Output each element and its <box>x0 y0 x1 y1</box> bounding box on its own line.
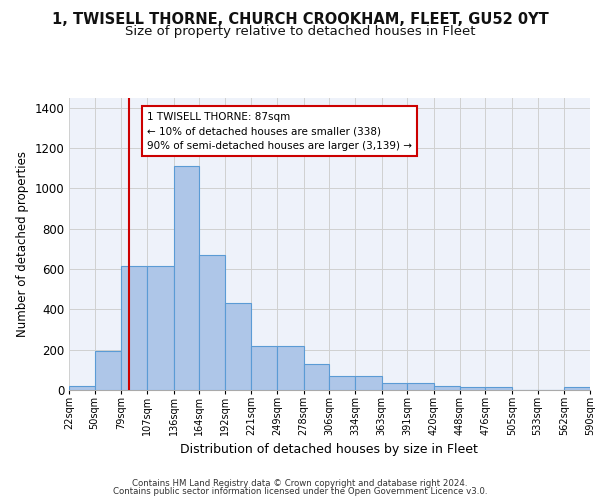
Text: Contains HM Land Registry data © Crown copyright and database right 2024.: Contains HM Land Registry data © Crown c… <box>132 478 468 488</box>
Bar <box>69 386 95 390</box>
Bar <box>95 350 121 390</box>
Bar <box>460 388 485 390</box>
Bar <box>173 166 199 390</box>
Bar <box>407 384 434 390</box>
X-axis label: Distribution of detached houses by size in Fleet: Distribution of detached houses by size … <box>181 444 478 456</box>
Text: 1, TWISELL THORNE, CHURCH CROOKHAM, FLEET, GU52 0YT: 1, TWISELL THORNE, CHURCH CROOKHAM, FLEE… <box>52 12 548 28</box>
Bar <box>225 304 251 390</box>
Bar <box>304 364 329 390</box>
Bar <box>199 255 225 390</box>
Text: Size of property relative to detached houses in Fleet: Size of property relative to detached ho… <box>125 25 475 38</box>
Bar <box>121 266 147 390</box>
Bar <box>329 376 355 390</box>
Bar <box>355 376 382 390</box>
Bar <box>277 346 304 390</box>
Bar <box>251 346 277 390</box>
Text: Contains public sector information licensed under the Open Government Licence v3: Contains public sector information licen… <box>113 487 487 496</box>
Bar <box>485 388 512 390</box>
Bar <box>564 388 590 390</box>
Bar <box>382 384 407 390</box>
Text: 1 TWISELL THORNE: 87sqm
← 10% of detached houses are smaller (338)
90% of semi-d: 1 TWISELL THORNE: 87sqm ← 10% of detache… <box>147 112 412 151</box>
Y-axis label: Number of detached properties: Number of detached properties <box>16 151 29 337</box>
Bar <box>147 266 173 390</box>
Bar <box>434 386 460 390</box>
